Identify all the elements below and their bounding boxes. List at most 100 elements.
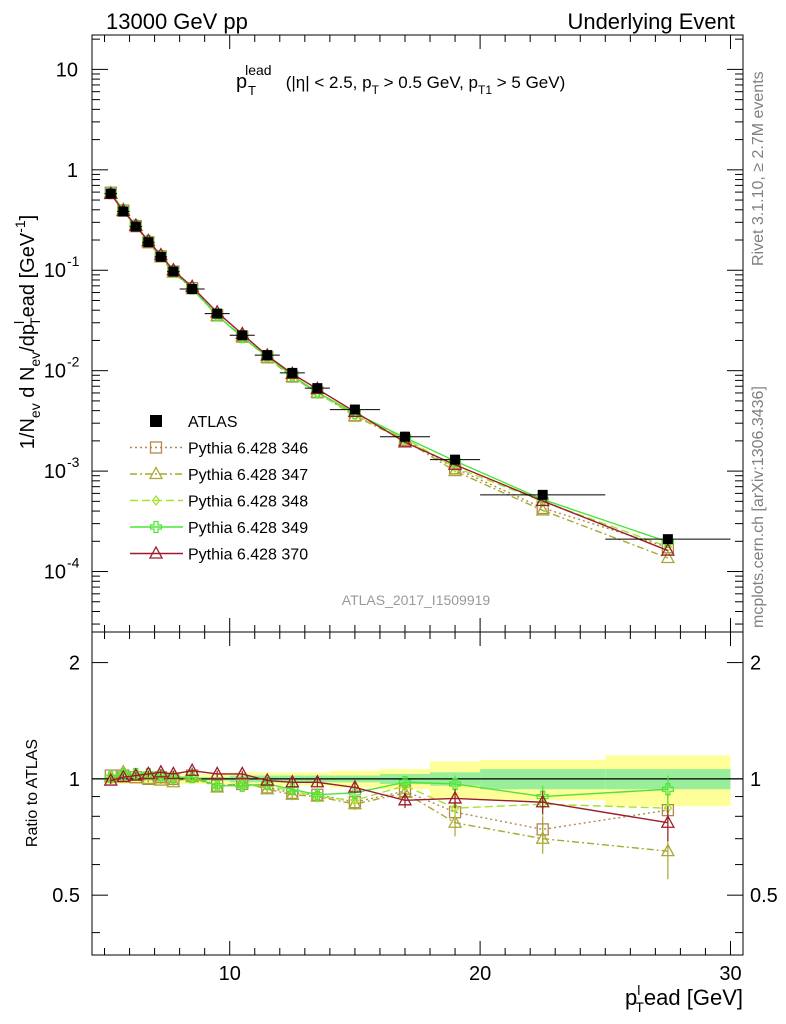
series-2-main-marker [447,463,463,477]
plot-title-sub: T [248,83,256,98]
plot-title-sub3: T1 [478,83,492,97]
analysis-watermark: ATLAS_2017_I1509919 [342,592,491,608]
series-5-ratio-marker [447,790,463,804]
plot-title-rest2: > 0.5 GeV, p [379,73,478,92]
series-4-ratio-marker [167,771,180,784]
series-5-ratio-marker [141,766,156,780]
series-5-ratio-marker [235,766,250,780]
series-5-ratio-marker [103,772,118,786]
atlas-point [187,284,198,295]
series-4-ratio-marker [104,771,117,784]
main-y-tick-label: 10 [44,361,66,383]
main-y-tick-label: 10 [56,59,78,81]
atlas-point [168,266,179,277]
atlas-point [349,404,360,415]
legend-label-series-3: Pythia 6.428 348 [188,494,308,511]
series-5-ratio-marker [116,769,131,783]
ratio-panel-frame [91,631,744,956]
series-4-main-line [110,192,669,543]
series-4-ratio-marker [236,779,249,792]
series-5-ratio-marker [397,792,413,806]
series-5-ratio-marker [310,774,325,788]
series-2-ratio-marker [260,781,275,795]
series-3-ratio-marker [450,802,460,814]
series-5-ratio-marker [185,762,200,776]
main-y-tick-exponent: -2 [67,354,80,370]
plot-title: plead T (|η| < 2.5, pT > 0.5 GeV, pT1 > 5… [236,62,565,98]
series-5-ratio-marker [535,794,550,808]
atlas-point [237,330,248,341]
legend-marker-atlas [150,415,162,427]
series-2-main-marker [660,550,675,564]
legend-marker-series-5 [148,545,164,559]
plot-title-sub2: T [372,83,380,97]
atlas-point [287,367,298,378]
atlas-data-layer [104,188,731,545]
series-2-ratio-marker [153,772,168,786]
series-4-ratio-marker [261,777,274,791]
header-left: 13000 GeV pp [106,9,248,34]
header-right: Underlying Event [567,9,735,34]
ratio-y-tick-label-left: 2 [69,653,80,675]
atlas-point [450,454,461,465]
main-y-tick-label: 1 [67,160,78,182]
series-4-ratio-marker [311,788,324,801]
legend-label-series-5: Pythia 6.428 370 [188,547,308,564]
plot-title-p: p [236,71,247,93]
atlas-point [155,251,166,262]
x-tick-label: 30 [719,963,741,985]
x-tick-label: 20 [469,963,491,985]
atlas-point [143,237,154,248]
atlas-point [105,188,116,199]
series-4-ratio-marker [117,767,130,781]
series-2-ratio-marker [660,843,675,857]
series-5-main-marker [535,493,550,507]
atlas-point [537,489,548,500]
series-4-ratio-marker [398,776,412,789]
legend-label-series-2: Pythia 6.428 347 [188,467,308,484]
atlas-point [662,534,673,545]
main-panel-frame [91,34,744,633]
main-y-tick-exponent: -1 [67,253,80,269]
legend-label-atlas: ATLAS [188,414,238,431]
series-4-ratio-marker [448,777,462,791]
atlas-point [130,221,141,232]
series-5-ratio-marker [285,774,300,788]
legend-marker-series-2 [148,466,164,480]
series-4-ratio-marker [661,783,674,796]
atlas-point [118,206,129,217]
series-5-ratio-marker [210,766,225,780]
series-5-ratio-marker [660,814,675,828]
rivet-label: Rivet 3.1.10, ≥ 2.7M events [750,71,767,266]
legend-marker-series-4 [149,520,163,534]
mcplots-label: mcplots.cern.ch [arXiv:1306.3436] [750,386,767,628]
legend-label-series-1: Pythia 6.428 346 [188,441,308,458]
series-2-ratio-marker [166,774,181,788]
main-y-label: 1/Nev d Nev/dplTead [GeV-1] [11,215,43,449]
atlas-point [312,383,323,394]
main-y-tick-label: 10 [44,562,66,584]
axis-ticks [92,35,743,955]
plot-title-rest3: > 5 GeV) [492,73,565,92]
ratio-y-label: Ratio to ATLAS [24,739,41,847]
ratio-y-tick-label-right: 1 [750,769,761,791]
legend: ATLAS Pythia 6.428 346 Pythia 6.428 347 Pyt… [130,414,308,564]
main-y-tick-exponent: -4 [67,555,80,571]
ratio-y-tick-label-left: 0.5 [52,885,80,907]
series-5-ratio-marker [153,764,168,778]
ratio-y-tick-label-right: 0.5 [750,885,778,907]
main-y-tick-label: 10 [44,461,66,483]
x-tick-label: 10 [219,963,241,985]
x-axis-label: pl Tead [GeV] [625,982,743,1015]
main-y-tick-label: 10 [44,260,66,282]
ratio-y-tick-label-right: 2 [750,653,761,675]
series-5-main-marker [660,542,675,556]
atlas-point [262,350,273,361]
series-5-ratio-marker [166,766,181,780]
series-2-ratio-marker [447,814,463,828]
plot-title-sup: lead [245,62,271,78]
plot-title-rest1: (|η| < 2.5, p [281,73,372,92]
legend-marker-series-3 [151,494,161,507]
